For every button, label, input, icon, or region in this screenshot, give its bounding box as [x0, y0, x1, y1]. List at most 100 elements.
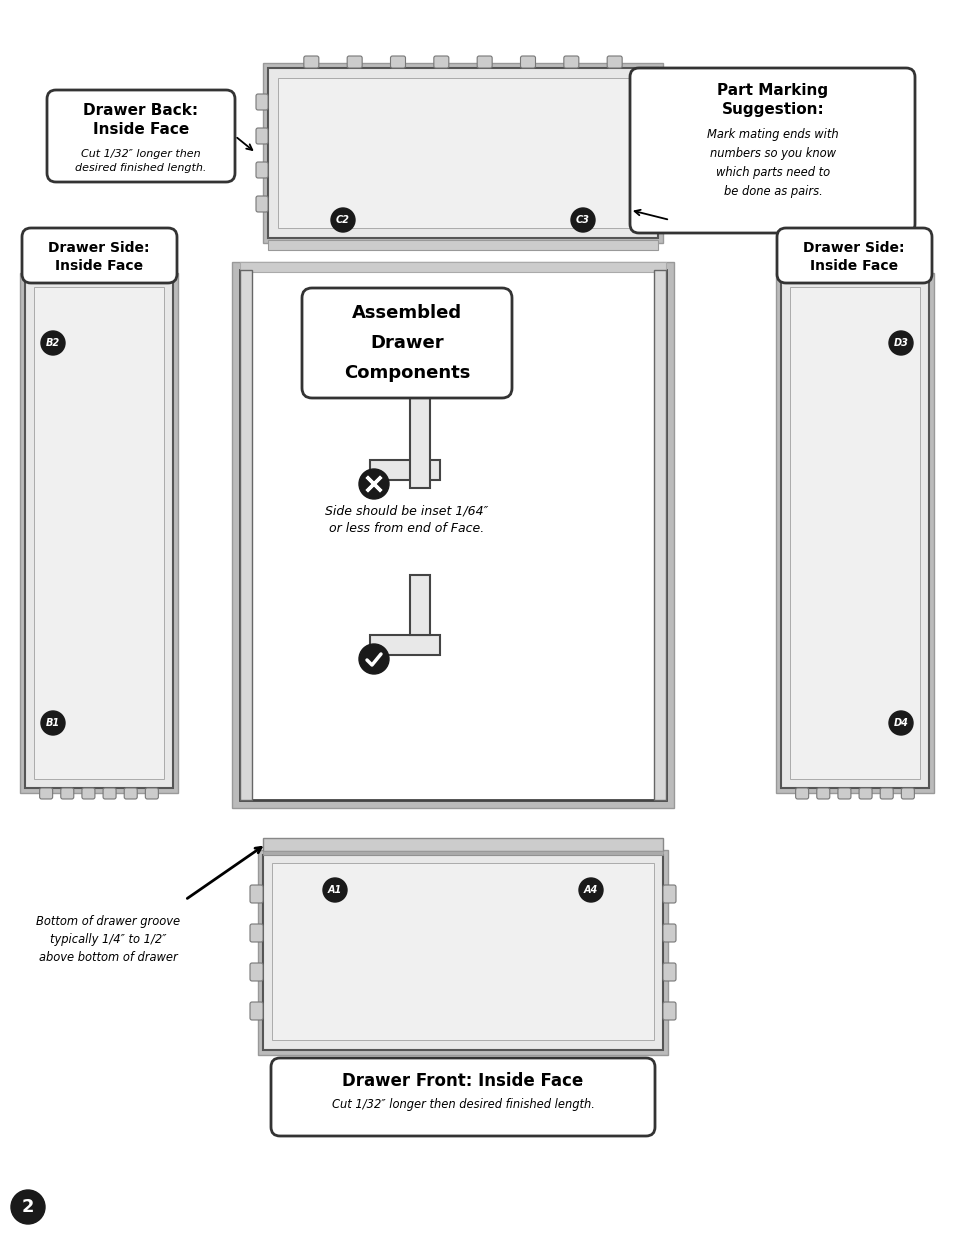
FancyBboxPatch shape	[103, 267, 116, 278]
FancyBboxPatch shape	[816, 267, 829, 278]
Bar	[20, 273, 178, 793]
Bar	[410, 390, 430, 488]
Text: Cut 1/32″ longer then desired finished length.: Cut 1/32″ longer then desired finished l…	[332, 1098, 594, 1112]
FancyBboxPatch shape	[434, 56, 448, 68]
Text: Side should be inset 1/64″
or less from end of Face.: Side should be inset 1/64″ or less from …	[325, 505, 488, 536]
Bar	[240, 270, 252, 800]
Bar	[232, 262, 673, 808]
Circle shape	[41, 331, 65, 354]
Bar	[781, 278, 928, 788]
Text: C3: C3	[576, 215, 589, 225]
FancyBboxPatch shape	[124, 267, 137, 278]
Circle shape	[331, 207, 355, 232]
Bar	[263, 855, 662, 1050]
Text: A1: A1	[328, 885, 342, 895]
Text: C2: C2	[335, 215, 350, 225]
FancyBboxPatch shape	[662, 963, 676, 981]
FancyBboxPatch shape	[795, 788, 808, 799]
FancyBboxPatch shape	[476, 56, 492, 68]
FancyBboxPatch shape	[347, 56, 362, 68]
Text: A4: A4	[583, 885, 598, 895]
FancyBboxPatch shape	[662, 924, 676, 942]
Text: 2: 2	[22, 1198, 34, 1216]
FancyBboxPatch shape	[124, 788, 137, 799]
FancyBboxPatch shape	[837, 788, 850, 799]
FancyBboxPatch shape	[662, 885, 676, 903]
FancyBboxPatch shape	[82, 788, 95, 799]
FancyBboxPatch shape	[563, 56, 578, 68]
Bar	[789, 287, 919, 779]
Bar	[34, 287, 164, 779]
Bar	[268, 68, 658, 238]
FancyBboxPatch shape	[255, 196, 268, 212]
FancyBboxPatch shape	[250, 924, 263, 942]
Bar	[268, 240, 658, 249]
FancyBboxPatch shape	[880, 788, 892, 799]
FancyBboxPatch shape	[901, 788, 913, 799]
FancyBboxPatch shape	[858, 788, 871, 799]
FancyBboxPatch shape	[255, 94, 268, 110]
Text: Drawer Back:
Inside Face: Drawer Back: Inside Face	[83, 103, 198, 137]
FancyBboxPatch shape	[816, 788, 829, 799]
Text: Assembled: Assembled	[352, 304, 461, 322]
Circle shape	[358, 469, 389, 499]
FancyBboxPatch shape	[658, 128, 669, 144]
FancyBboxPatch shape	[776, 228, 931, 283]
FancyBboxPatch shape	[145, 267, 158, 278]
Circle shape	[578, 878, 602, 902]
Bar	[25, 278, 172, 788]
FancyBboxPatch shape	[250, 963, 263, 981]
FancyBboxPatch shape	[658, 162, 669, 178]
Bar	[277, 78, 647, 228]
FancyBboxPatch shape	[82, 267, 95, 278]
Circle shape	[358, 643, 389, 674]
FancyBboxPatch shape	[520, 56, 535, 68]
Circle shape	[41, 711, 65, 735]
Bar	[240, 270, 665, 800]
FancyBboxPatch shape	[250, 885, 263, 903]
Text: Drawer Front: Inside Face: Drawer Front: Inside Face	[342, 1072, 583, 1091]
Text: Drawer Side:
Inside Face: Drawer Side: Inside Face	[802, 241, 903, 273]
FancyBboxPatch shape	[629, 68, 914, 233]
FancyBboxPatch shape	[901, 267, 913, 278]
Text: Bottom of drawer groove
typically 1/4″ to 1/2″
above bottom of drawer: Bottom of drawer groove typically 1/4″ t…	[36, 915, 180, 965]
FancyBboxPatch shape	[40, 267, 52, 278]
FancyBboxPatch shape	[255, 128, 268, 144]
Circle shape	[11, 1191, 45, 1224]
Circle shape	[888, 711, 912, 735]
Text: Part Marking
Suggestion:: Part Marking Suggestion:	[717, 83, 828, 117]
FancyBboxPatch shape	[61, 788, 73, 799]
FancyBboxPatch shape	[390, 56, 405, 68]
FancyBboxPatch shape	[271, 1058, 655, 1136]
Circle shape	[323, 878, 347, 902]
FancyBboxPatch shape	[658, 94, 669, 110]
FancyBboxPatch shape	[858, 267, 871, 278]
Text: B2: B2	[46, 338, 60, 348]
Bar	[240, 262, 665, 272]
FancyBboxPatch shape	[795, 267, 808, 278]
FancyBboxPatch shape	[40, 788, 52, 799]
FancyBboxPatch shape	[658, 196, 669, 212]
Bar	[410, 576, 430, 635]
FancyBboxPatch shape	[837, 267, 850, 278]
Text: Drawer Side:
Inside Face: Drawer Side: Inside Face	[49, 241, 150, 273]
Text: Cut 1/32″ longer then
desired finished length.: Cut 1/32″ longer then desired finished l…	[75, 149, 207, 173]
FancyBboxPatch shape	[255, 162, 268, 178]
Bar	[263, 839, 662, 851]
FancyBboxPatch shape	[145, 788, 158, 799]
Text: Components: Components	[343, 364, 470, 382]
FancyBboxPatch shape	[61, 267, 73, 278]
Bar	[272, 863, 654, 1040]
Text: Mark mating ends with
numbers so you know
which parts need to
be done as pairs.: Mark mating ends with numbers so you kno…	[706, 128, 838, 198]
Bar	[263, 851, 662, 855]
Text: Drawer: Drawer	[370, 333, 443, 352]
FancyBboxPatch shape	[662, 1002, 676, 1020]
FancyBboxPatch shape	[302, 288, 512, 398]
Bar	[370, 635, 439, 655]
Bar	[257, 850, 667, 1055]
Bar	[370, 459, 439, 480]
FancyBboxPatch shape	[606, 56, 621, 68]
FancyBboxPatch shape	[22, 228, 177, 283]
Bar	[775, 273, 933, 793]
FancyBboxPatch shape	[880, 267, 892, 278]
